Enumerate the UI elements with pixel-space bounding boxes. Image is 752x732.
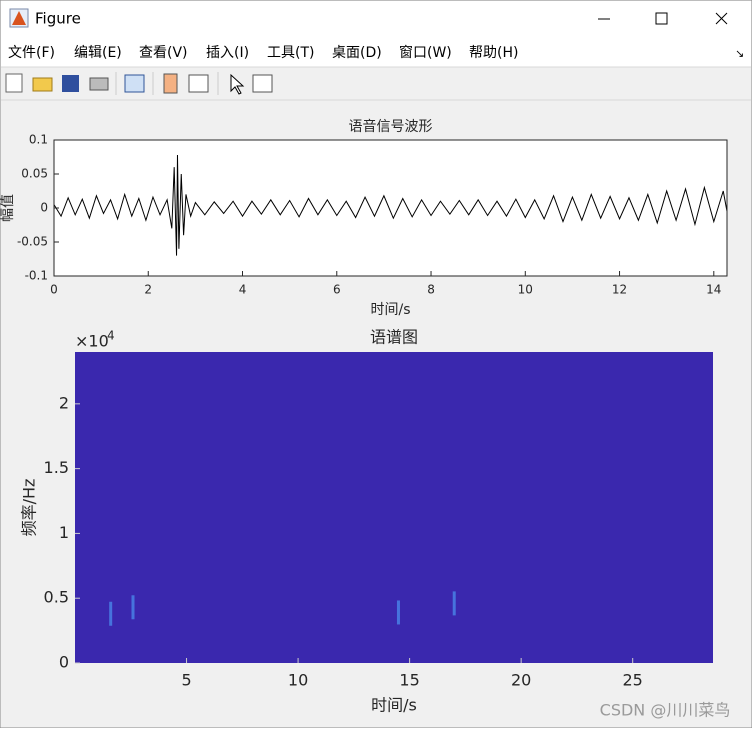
x-axis-label: 时间/s [370, 302, 410, 318]
x-axis-label: 时间/s [371, 696, 417, 715]
menu-item[interactable]: 帮助(H) [469, 45, 518, 61]
x-tick-label: 4 [239, 283, 247, 297]
maximize-button[interactable] [655, 12, 668, 25]
spectrogram-background [75, 352, 713, 663]
print-icon[interactable] [89, 77, 109, 91]
open-icon[interactable] [32, 77, 53, 92]
chart-title: 语谱图 [370, 328, 418, 347]
y-tick-label: 1.5 [44, 458, 69, 477]
title-menu-bg [1, 1, 751, 67]
y-tick-label: 2 [59, 393, 69, 412]
x-tick-label: 14 [706, 283, 721, 297]
link-icon[interactable] [124, 74, 145, 93]
y-tick-label: 0 [40, 201, 48, 215]
panel-icon[interactable] [252, 74, 273, 93]
y-tick-label: 0.1 [29, 133, 48, 147]
x-tick-label: 10 [518, 283, 533, 297]
axes-background [54, 140, 727, 276]
x-tick-label: 8 [427, 283, 435, 297]
save-icon[interactable] [62, 75, 79, 92]
new-icon[interactable] [5, 73, 23, 93]
x-tick-label: 10 [288, 671, 308, 690]
x-tick-label: 25 [623, 671, 643, 690]
bright-spot [452, 591, 456, 616]
y-tick-label: -0.05 [17, 235, 48, 249]
x-tick-label: 6 [333, 283, 341, 297]
x-tick-label: 20 [511, 671, 531, 690]
y-axis-label: 幅值 [0, 194, 16, 222]
y-axis-label: 频率/Hz [20, 479, 39, 537]
menu-item[interactable]: 文件(F) [8, 45, 55, 61]
y-tick-label: 0.05 [21, 167, 48, 181]
menu-item[interactable]: 工具(T) [267, 45, 314, 61]
close-button[interactable] [715, 12, 728, 25]
menu-arrow[interactable]: ↘ [735, 47, 744, 60]
bright-spot [131, 595, 135, 620]
x-tick-label: 12 [612, 283, 627, 297]
waveform-line [53, 154, 728, 256]
y-tick-label: 1 [59, 523, 69, 542]
menu-item[interactable]: 编辑(E) [74, 45, 122, 61]
x-tick-label: 5 [181, 671, 191, 690]
x-tick-label: 15 [399, 671, 419, 690]
bright-spot [396, 600, 400, 625]
y-tick-label: 0 [59, 653, 69, 672]
x-tick-label: 2 [144, 283, 152, 297]
menu-item[interactable]: 窗口(W) [399, 44, 452, 61]
app-icon-shape [12, 11, 26, 25]
y-tick-label: 0.5 [44, 588, 69, 607]
menu-bar: 文件(F) 编辑(E) 查看(V) 插入(I) 工具(T) 桌面(D) 窗口(W) 帮助(H) [8, 44, 518, 61]
legend-icon[interactable] [188, 74, 209, 93]
bright-spot [109, 601, 113, 626]
y-multiplier: ×10 [75, 332, 109, 351]
x-tick-label: 0 [50, 283, 58, 297]
toolbar [5, 72, 273, 95]
menu-item[interactable]: 查看(V) [139, 45, 188, 61]
chart-title: 语音信号波形 [349, 118, 433, 135]
colorbar-icon[interactable] [163, 73, 178, 94]
y-tick-label: -0.1 [25, 269, 48, 283]
y-multiplier-exponent: 4 [107, 329, 115, 343]
watermark: CSDN @川川菜鸟 [600, 701, 731, 720]
window-title: Figure [35, 10, 81, 28]
menu-item[interactable]: 插入(I) [206, 45, 249, 61]
pointer-icon[interactable] [230, 73, 245, 95]
menu-item[interactable]: 桌面(D) [332, 45, 382, 61]
